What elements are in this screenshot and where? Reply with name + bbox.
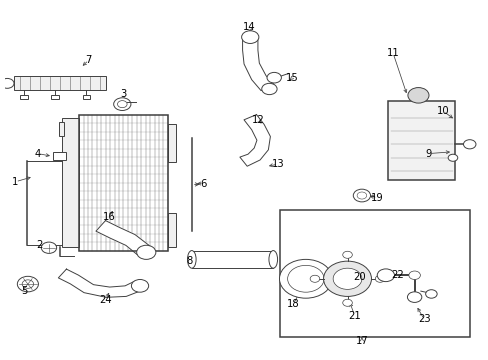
Ellipse shape bbox=[268, 251, 277, 268]
Circle shape bbox=[463, 140, 475, 149]
Text: 24: 24 bbox=[99, 295, 112, 305]
Circle shape bbox=[376, 269, 394, 282]
Circle shape bbox=[136, 245, 156, 259]
Circle shape bbox=[447, 154, 457, 161]
Text: 11: 11 bbox=[386, 48, 399, 58]
Circle shape bbox=[352, 189, 370, 202]
Circle shape bbox=[17, 276, 39, 292]
Circle shape bbox=[41, 242, 57, 253]
Text: 21: 21 bbox=[347, 311, 360, 321]
Text: 16: 16 bbox=[103, 212, 116, 222]
Circle shape bbox=[408, 271, 420, 279]
Text: 17: 17 bbox=[355, 336, 367, 346]
Text: 20: 20 bbox=[352, 272, 365, 282]
Circle shape bbox=[342, 299, 351, 306]
Circle shape bbox=[279, 259, 331, 298]
Bar bbox=[280, 210, 469, 337]
Bar bbox=[62, 118, 79, 247]
Text: 15: 15 bbox=[285, 73, 298, 83]
Text: 13: 13 bbox=[271, 159, 284, 169]
Text: 6: 6 bbox=[200, 179, 206, 189]
Text: 7: 7 bbox=[85, 55, 92, 65]
Bar bbox=[51, 95, 59, 99]
Polygon shape bbox=[242, 37, 273, 91]
Text: 14: 14 bbox=[243, 22, 255, 32]
Text: 3: 3 bbox=[121, 89, 126, 99]
Polygon shape bbox=[240, 114, 270, 166]
Circle shape bbox=[332, 268, 361, 289]
Bar bbox=[15, 76, 105, 90]
Text: 9: 9 bbox=[425, 149, 431, 158]
Bar bbox=[79, 115, 167, 251]
Circle shape bbox=[407, 292, 421, 302]
Text: 2: 2 bbox=[36, 240, 42, 250]
Text: 4: 4 bbox=[34, 149, 41, 158]
Bar bbox=[20, 95, 28, 99]
Polygon shape bbox=[96, 221, 150, 255]
Circle shape bbox=[261, 83, 277, 95]
Circle shape bbox=[117, 101, 127, 108]
Circle shape bbox=[342, 251, 351, 258]
Circle shape bbox=[131, 279, 148, 292]
Bar bbox=[59, 122, 64, 136]
Circle shape bbox=[407, 87, 428, 103]
Bar bbox=[167, 124, 176, 162]
Circle shape bbox=[323, 261, 371, 296]
Circle shape bbox=[113, 98, 131, 111]
Bar bbox=[82, 95, 90, 99]
Circle shape bbox=[241, 31, 258, 44]
Polygon shape bbox=[58, 269, 142, 297]
Bar bbox=[79, 115, 167, 251]
Circle shape bbox=[309, 275, 319, 282]
Circle shape bbox=[266, 72, 281, 83]
Circle shape bbox=[287, 265, 324, 292]
Bar bbox=[167, 213, 176, 247]
Text: 5: 5 bbox=[21, 286, 27, 296]
Ellipse shape bbox=[187, 251, 196, 268]
Circle shape bbox=[356, 192, 366, 199]
Bar bbox=[53, 152, 66, 160]
Circle shape bbox=[375, 275, 384, 282]
Circle shape bbox=[425, 290, 436, 298]
Text: 18: 18 bbox=[286, 299, 299, 309]
Text: 8: 8 bbox=[186, 256, 192, 266]
Text: 10: 10 bbox=[436, 106, 449, 116]
Circle shape bbox=[0, 78, 14, 88]
Text: 12: 12 bbox=[251, 115, 264, 125]
Bar bbox=[387, 101, 454, 180]
Text: 22: 22 bbox=[391, 270, 404, 280]
Text: 19: 19 bbox=[370, 193, 383, 203]
Text: 1: 1 bbox=[12, 177, 19, 187]
Text: 23: 23 bbox=[417, 314, 429, 324]
Circle shape bbox=[22, 280, 34, 288]
